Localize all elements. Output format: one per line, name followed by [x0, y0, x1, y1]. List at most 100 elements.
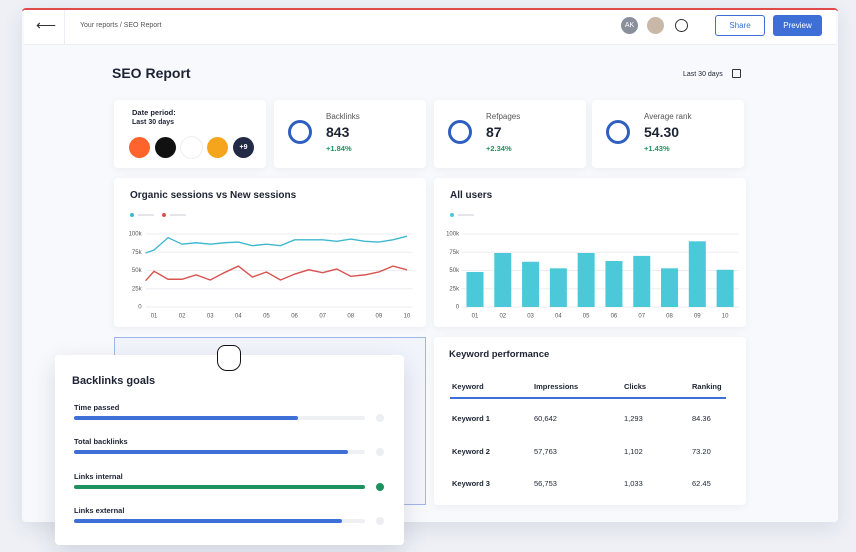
- line-card: Organic sessions vs New sessions 0 25k 50k…: [114, 178, 426, 327]
- topbar: [24, 10, 836, 45]
- x-tick-label: 06: [611, 314, 618, 320]
- avatar[interactable]: AK: [621, 17, 638, 34]
- grab-cursor: [217, 345, 241, 371]
- table-cell: 1,033: [624, 479, 643, 488]
- bar: [466, 271, 484, 307]
- x-tick-label: 01: [472, 314, 479, 320]
- bar: [633, 255, 651, 307]
- kpi-card: Average rank 54.30 +1.43%: [592, 100, 744, 168]
- table-cell: 1,102: [624, 446, 643, 456]
- share-button[interactable]: Share: [715, 15, 765, 36]
- comments-icon[interactable]: [675, 19, 688, 32]
- kpi-label: Average rank: [644, 112, 692, 121]
- x-tick-label: 01: [151, 314, 158, 320]
- column-header: Keyword: [452, 382, 484, 391]
- goal-status: [376, 482, 384, 491]
- table-title: Keyword performance: [449, 349, 550, 360]
- x-tick-label: 03: [527, 314, 534, 320]
- date-period: Last 30 days: [132, 119, 175, 126]
- chart-title: All users: [450, 190, 493, 201]
- x-tick-label: 05: [263, 314, 270, 320]
- x-tick-label: 09: [694, 314, 701, 320]
- bar: [522, 261, 540, 307]
- y-tick-label: 25k: [449, 286, 460, 292]
- kpi-icon: [606, 120, 630, 144]
- goal-status: [376, 448, 384, 457]
- y-tick-label: 0: [456, 305, 460, 311]
- bar: [605, 261, 623, 307]
- x-tick-label: 03: [207, 314, 214, 320]
- kpi-change: +1.43%: [644, 144, 670, 153]
- kpi-change: +2.34%: [486, 144, 512, 153]
- bar: [494, 252, 512, 307]
- y-tick-label: 25k: [132, 286, 143, 292]
- kpi-icon: [448, 120, 472, 144]
- column-header: Ranking: [692, 382, 722, 391]
- y-tick-label: 75k: [132, 250, 143, 256]
- bar: [661, 268, 679, 307]
- bar: [688, 241, 706, 307]
- goal-track: [74, 450, 365, 455]
- report-title: SEO Report: [112, 65, 191, 81]
- date-range[interactable]: Last 30 days: [683, 71, 723, 78]
- kpi-icon: [288, 120, 312, 144]
- line-chart: 0 25k 50k 75k 100k 01 02 03 04 05 06 07 08 09 10: [129, 213, 413, 320]
- header-underline: [450, 397, 726, 399]
- keyword-card: Keyword performance Keyword Impressions Cl…: [434, 337, 746, 505]
- avatar-photo[interactable]: [647, 17, 664, 34]
- table-cell: Keyword 1: [452, 414, 490, 423]
- kpi-card: Backlinks 843 +1.84%: [274, 100, 426, 168]
- x-tick-label: 07: [319, 314, 326, 320]
- series-line: [145, 265, 408, 282]
- breadcrumb: Your reports / SEO Report: [80, 22, 162, 29]
- kpi-label: Backlinks: [326, 112, 360, 121]
- date-label: Date period:: [132, 108, 176, 117]
- goal-status: [376, 516, 384, 525]
- bar-card: All users 0 25k 50k 75k 100k 01 02 03 04 05 06 07 08…: [434, 178, 746, 327]
- source-icon: [155, 137, 176, 158]
- y-tick-label: 50k: [132, 268, 143, 274]
- x-tick-label: 10: [722, 314, 729, 320]
- column-header: Clicks: [624, 382, 647, 391]
- table-cell: 1,293: [624, 414, 643, 423]
- goal-label: Time passed: [74, 403, 120, 412]
- table-cell: 56,753: [534, 479, 557, 488]
- calendar-icon[interactable]: [732, 69, 741, 78]
- column-header: Impressions: [534, 382, 579, 391]
- legend-dot: [130, 213, 134, 217]
- goal-label: Links external: [74, 505, 125, 515]
- y-tick-label: 100k: [129, 232, 143, 238]
- series-line: [145, 235, 408, 254]
- table-cell: 57,763: [534, 446, 557, 456]
- source-icon: [207, 137, 228, 158]
- legend-dot: [450, 213, 454, 217]
- date-card: Date period: Last 30 days +9: [114, 100, 266, 168]
- goal-status: [376, 414, 384, 422]
- divider: [64, 10, 65, 44]
- goal-track: [74, 484, 365, 489]
- bar: [716, 269, 734, 307]
- x-tick-label: 08: [347, 314, 354, 320]
- source-icon: [181, 137, 202, 158]
- table-cell: 84.36: [692, 414, 711, 423]
- goal-track: [74, 518, 365, 523]
- y-tick-label: 75k: [449, 250, 460, 256]
- legend-dot: [162, 213, 166, 217]
- y-tick-label: 50k: [449, 268, 460, 274]
- x-tick-label: 08: [666, 314, 673, 320]
- y-tick-label: 100k: [446, 232, 460, 238]
- x-tick-label: 10: [404, 314, 411, 320]
- goals-title: Backlinks goals: [72, 375, 156, 387]
- goal-progress: [74, 484, 365, 489]
- kpi-value: 54.30: [644, 124, 680, 140]
- kpi-card: Refpages 87 +2.34%: [434, 100, 586, 168]
- x-tick-label: 02: [179, 314, 186, 320]
- more-sources[interactable]: +9: [233, 137, 254, 158]
- table-cell: 62.45: [692, 479, 711, 488]
- x-tick-label: 09: [376, 314, 383, 320]
- goal-label: Links internal: [74, 471, 123, 481]
- back-button[interactable]: ⟵: [36, 17, 57, 33]
- x-tick-label: 05: [583, 314, 590, 320]
- preview-button[interactable]: Preview: [773, 15, 822, 36]
